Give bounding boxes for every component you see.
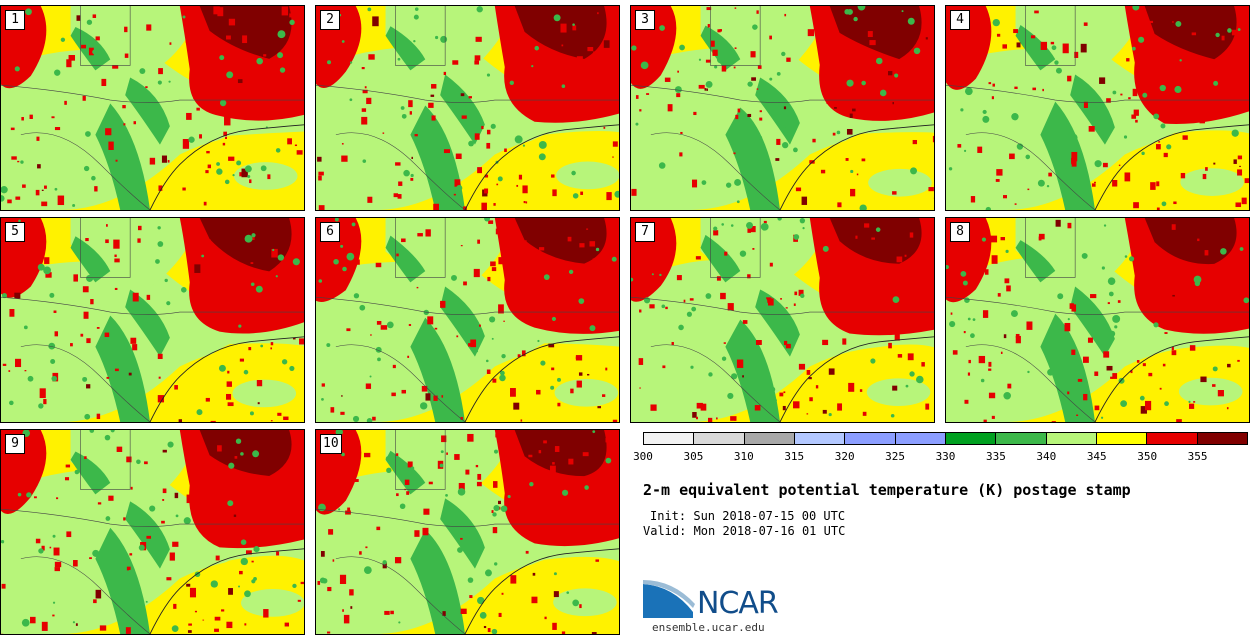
- valid-time: Valid: Mon 2018-07-16 01 UTC: [643, 524, 846, 538]
- member-label: 1: [5, 10, 25, 30]
- colorbar-swatch: [945, 433, 997, 444]
- site-url: ensemble.ucar.edu: [652, 621, 765, 634]
- colorbar-swatch: [794, 433, 846, 444]
- field-map: [316, 6, 619, 210]
- colorbar-tick-label: 350: [1137, 450, 1158, 463]
- field-map: [946, 218, 1249, 422]
- field-map: [316, 218, 619, 422]
- figure-title: 2-m equivalent potential temperature (K)…: [643, 481, 1131, 499]
- member-label: 8: [950, 222, 970, 242]
- colorbar-swatch: [1046, 433, 1097, 444]
- colorbar-swatch: [996, 433, 1047, 444]
- field-map: [316, 430, 619, 634]
- ensemble-member-panel: 2: [315, 5, 620, 211]
- colorbar-swatch: [895, 433, 946, 444]
- member-label: 6: [320, 222, 340, 242]
- field-map: [631, 6, 934, 210]
- member-label: 10: [320, 434, 342, 454]
- colorbar-tick-label: 335: [985, 450, 1006, 463]
- member-label: 3: [635, 10, 655, 30]
- colorbar-swatch: [1147, 433, 1198, 444]
- field-map: [946, 6, 1249, 210]
- ncar-logo-icon: [643, 580, 695, 618]
- colorbar-tick-label: 315: [784, 450, 805, 463]
- colorbar-swatch: [845, 433, 896, 444]
- member-label: 4: [950, 10, 970, 30]
- member-label: 7: [635, 222, 655, 242]
- ensemble-member-panel: 9: [0, 429, 305, 635]
- ensemble-member-panel: 5: [0, 217, 305, 423]
- ncar-logo-text: NCAR: [697, 586, 779, 621]
- ensemble-member-panel: 10: [315, 429, 620, 635]
- ensemble-member-panel: 7: [630, 217, 935, 423]
- field-map: [631, 218, 934, 422]
- colorbar-swatch: [744, 433, 795, 444]
- field-map: [1, 430, 304, 634]
- member-label: 5: [5, 222, 25, 242]
- field-map: [1, 218, 304, 422]
- member-label: 2: [320, 10, 340, 30]
- colorbar-tick-label: 305: [683, 450, 704, 463]
- colorbar-tick-label: 355: [1187, 450, 1208, 463]
- member-label: 9: [5, 434, 25, 454]
- ensemble-member-panel: 3: [630, 5, 935, 211]
- colorbar-tick-label: 345: [1086, 450, 1107, 463]
- ensemble-member-panel: 4: [945, 5, 1250, 211]
- colorbar-tick-label: 320: [834, 450, 855, 463]
- colorbar-tick-label: 325: [885, 450, 906, 463]
- colorbar-swatch: [1096, 433, 1148, 444]
- colorbar-ticks: 300 305 310 315 320 325 330 335 340 345 350 355: [633, 450, 1248, 466]
- colorbar-swatch: [694, 433, 745, 444]
- colorbar-swatch: [644, 433, 695, 444]
- ensemble-member-panel: 6: [315, 217, 620, 423]
- init-time: Init: Sun 2018-07-15 00 UTC: [650, 509, 846, 523]
- field-map: [1, 6, 304, 210]
- colorbar-tick-label: 340: [1036, 450, 1057, 463]
- colorbar-tick-label: 300: [633, 450, 653, 463]
- ensemble-member-panel: 1: [0, 5, 305, 211]
- colorbar-swatch: [1197, 433, 1247, 444]
- colorbar-tick-label: 310: [733, 450, 754, 463]
- colorbar-tick-label: 330: [935, 450, 956, 463]
- ensemble-member-panel: 8: [945, 217, 1250, 423]
- colorbar: [643, 432, 1248, 445]
